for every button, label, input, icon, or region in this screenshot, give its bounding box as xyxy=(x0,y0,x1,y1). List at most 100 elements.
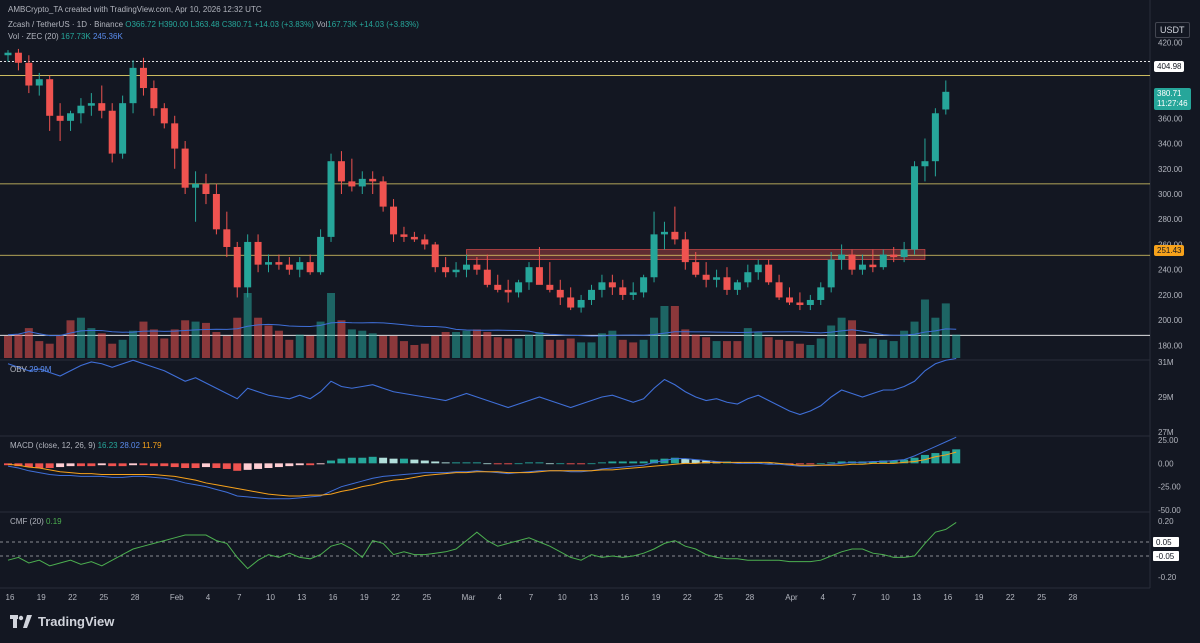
candle-body xyxy=(619,287,627,295)
candle-body xyxy=(921,161,929,167)
candle-body xyxy=(337,161,345,182)
ohlc-open: O366.72 xyxy=(125,20,156,29)
footer-branding[interactable]: TradingView xyxy=(10,614,114,629)
x-axis-tick: 4 xyxy=(206,593,211,602)
volume-bar xyxy=(952,334,961,358)
x-axis-tick: 16 xyxy=(620,593,629,602)
macd-histogram-bar xyxy=(462,462,471,464)
x-axis-tick: 13 xyxy=(297,593,306,602)
macd-histogram-bar xyxy=(264,463,273,468)
x-axis-tick: 16 xyxy=(6,593,15,602)
candle-body xyxy=(827,259,835,288)
macd-histogram-bar xyxy=(368,456,377,464)
candle-body xyxy=(296,262,304,270)
candle-body xyxy=(848,254,856,270)
volume-bar xyxy=(420,343,429,358)
vol-change: +14.03 (+3.83%) xyxy=(359,20,419,29)
volume-bar xyxy=(45,343,54,358)
candle-body xyxy=(713,277,721,280)
volume-bar xyxy=(327,293,336,358)
candle-body xyxy=(629,292,637,295)
volume-bar xyxy=(264,325,273,358)
candle-body xyxy=(233,246,241,288)
volume-bar xyxy=(441,332,450,358)
volume-bar xyxy=(243,293,252,358)
candle-body xyxy=(473,264,481,270)
macd-histogram-bar xyxy=(170,463,179,468)
volume-bar xyxy=(201,322,210,358)
x-axis-tick: 4 xyxy=(821,593,826,602)
candle-body xyxy=(452,269,460,273)
candle-body xyxy=(410,236,418,240)
candle-body xyxy=(556,289,564,298)
x-axis-tick: 25 xyxy=(1037,593,1046,602)
macd-histogram-bar xyxy=(941,451,950,464)
price-axis-tick: 280.00 xyxy=(1158,215,1183,224)
volume-bar xyxy=(660,306,669,358)
volume-bar xyxy=(597,333,606,358)
x-axis-tick: 19 xyxy=(360,593,369,602)
volume-bar xyxy=(306,335,315,358)
candle-body xyxy=(108,110,116,154)
volume-bar xyxy=(691,334,700,358)
obv-line xyxy=(7,357,957,416)
candle-body xyxy=(504,289,512,293)
last-price-tag: 380.71 11:27:46 xyxy=(1154,88,1191,110)
volume-bar xyxy=(650,317,659,358)
volume-bar xyxy=(14,334,23,358)
vol-label: Vol xyxy=(316,20,328,29)
candle-body xyxy=(462,264,470,270)
volume-bar xyxy=(806,345,815,358)
candle-body xyxy=(650,234,658,278)
candle-body xyxy=(14,52,22,63)
candle-body xyxy=(796,302,804,306)
volume-bar xyxy=(733,341,742,358)
price-axis-tick: 220.00 xyxy=(1158,291,1183,300)
volume-bar xyxy=(4,335,12,358)
candle-body xyxy=(46,79,54,116)
volume-bar xyxy=(285,339,294,358)
macd-histogram-bar xyxy=(149,463,158,467)
macd-histogram-bar xyxy=(306,463,315,466)
volume-bar xyxy=(129,330,138,358)
volume-ma-line xyxy=(7,321,957,337)
obv-header: OBV 29.9M xyxy=(10,365,51,374)
macd-histogram-bar xyxy=(483,463,492,465)
macd-histogram-bar xyxy=(201,463,210,468)
macd-histogram-bar xyxy=(868,461,877,464)
support-price-tag: 251.43 xyxy=(1154,245,1185,256)
candle-body xyxy=(942,91,950,110)
macd-histogram-bar xyxy=(441,462,450,464)
volume-bar xyxy=(827,325,836,358)
candle-body xyxy=(483,269,491,285)
candle-body xyxy=(244,241,252,288)
macd-histogram-bar xyxy=(900,459,909,464)
macd-histogram-bar xyxy=(347,457,356,464)
x-axis-tick: Apr xyxy=(785,593,798,602)
candle-body xyxy=(327,161,335,237)
volume-bar xyxy=(566,338,575,358)
volume-bar xyxy=(900,330,909,358)
x-axis-tick: 25 xyxy=(422,593,431,602)
currency-button[interactable]: USDT xyxy=(1155,22,1190,38)
volume-bar xyxy=(118,339,127,358)
macd-histogram-bar xyxy=(525,462,533,464)
volume-bar xyxy=(743,328,752,358)
volume-bar xyxy=(24,328,33,358)
macd-histogram-bar xyxy=(952,449,961,464)
macd-histogram-bar xyxy=(556,463,565,465)
macd-histogram-bar xyxy=(472,462,481,464)
x-axis-tick: 25 xyxy=(714,593,723,602)
macd-header: MACD (close, 12, 26, 9) 16.23 28.02 11.7… xyxy=(10,441,162,450)
volume-bar xyxy=(108,343,117,358)
candle-body xyxy=(265,262,272,265)
macd-histogram-bar xyxy=(504,463,513,465)
volume-bar xyxy=(879,339,888,358)
macd-histogram-bar xyxy=(129,463,138,466)
volume-bar xyxy=(577,342,586,358)
macd-histogram-bar xyxy=(274,463,283,468)
candle-body xyxy=(87,103,95,106)
candle-body xyxy=(535,267,543,285)
macd-histogram-bar xyxy=(910,457,919,464)
